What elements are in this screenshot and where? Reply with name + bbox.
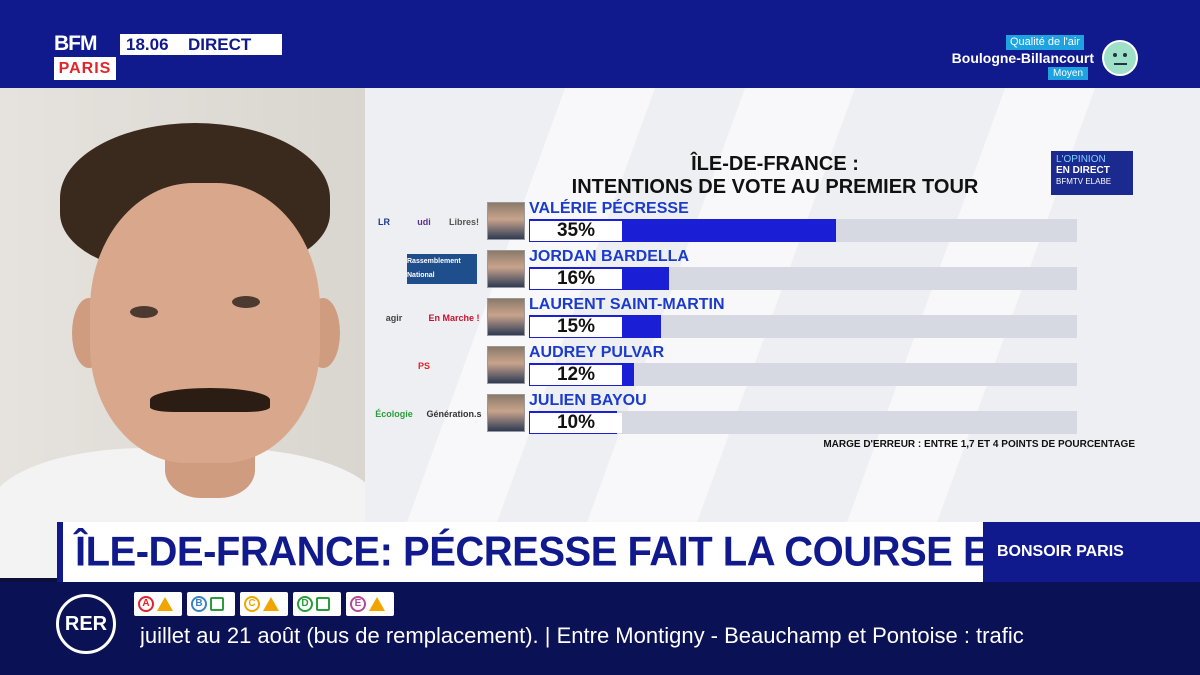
party-logo: LR [378, 217, 390, 227]
warning-icon [263, 597, 279, 611]
bar-track [529, 363, 1077, 386]
party-logos: PS [365, 346, 485, 382]
warning-icon [369, 597, 385, 611]
ticker-text: juillet au 21 août (bus de remplacement)… [140, 623, 1024, 648]
candidate-photo [487, 346, 525, 384]
rer-line-letter: D [297, 596, 313, 612]
rer-line-badge[interactable]: E [346, 592, 394, 616]
bar-row: LR udi Libres! VALÉRIE PÉCRESSE 35% [365, 200, 1200, 246]
candidate-name: AUDREY PULVAR [529, 344, 665, 361]
opinion-badge-line1: L'OPINION [1056, 154, 1106, 165]
chart-title-line2: INTENTIONS DE VOTE AU PREMIER TOUR [571, 176, 979, 198]
rer-line-badge[interactable]: C [240, 592, 288, 616]
bar-row: Écologie Génération.s JULIEN BAYOU 10% [365, 392, 1200, 438]
bar-row: Rassemblement National JORDAN BARDELLA 16% [365, 248, 1200, 294]
candidate-photo [487, 202, 525, 240]
poll-graphic: ÎLE-DE-FRANCE : INTENTIONS DE VOTE AU PR… [365, 88, 1200, 522]
rer-line-letter: C [244, 596, 260, 612]
headline-banner: ÎLE-DE-FRANCE: PÉCRESSE FAIT LA COURSE E… [57, 522, 1129, 582]
check-icon [210, 597, 224, 611]
chart-title-line1: ÎLE-DE-FRANCE : [691, 153, 859, 175]
guest-eye-right [232, 296, 260, 308]
bar-row: PS AUDREY PULVAR 12% [365, 344, 1200, 390]
channel-logo: BFM [54, 32, 98, 55]
party-logo: Génération.s [426, 409, 482, 419]
rer-line-badge[interactable]: D [293, 592, 341, 616]
margin-of-error-note: MARGE D'ERREUR : ENTRE 1,7 ET 4 POINTS D… [823, 439, 1135, 450]
party-logo: Libres! [448, 217, 479, 227]
party-logo: agir [385, 313, 403, 323]
top-bar: BFM PARIS 18.06 DIRECT Qualité de l'air … [0, 0, 1200, 88]
rer-line-badge[interactable]: A [134, 592, 182, 616]
neutral-face-icon [1102, 40, 1138, 76]
party-logos: Écologie Génération.s [365, 394, 485, 430]
headline-text: ÎLE-DE-FRANCE: PÉCRESSE FAIT LA COURSE E… [75, 528, 1129, 576]
party-logo: Rassemblement National [407, 254, 477, 284]
candidate-name: JULIEN BAYOU [529, 392, 647, 409]
channel-sub-logo: PARIS [54, 57, 116, 80]
candidate-name: VALÉRIE PÉCRESSE [529, 200, 689, 217]
live-label: DIRECT [188, 34, 252, 54]
air-quality-level: Moyen [1048, 67, 1089, 80]
candidate-name: LAURENT SAINT-MARTIN [529, 296, 725, 313]
rer-line-letter: A [138, 596, 154, 612]
air-quality-label: Qualité de l'air [1006, 35, 1084, 50]
opinion-badge-line2: EN DIRECT [1056, 165, 1110, 176]
candidate-photo [487, 394, 525, 432]
guest-eye-left [130, 306, 158, 318]
candidate-photo [487, 250, 525, 288]
opinion-badge-line3: BFMTV ELABE [1056, 177, 1112, 186]
party-logos: LR udi Libres! [365, 202, 485, 238]
party-logos: Rassemblement National [365, 250, 485, 286]
guest-face [90, 183, 320, 463]
check-icon [316, 597, 330, 611]
bar-value-label: 15% [530, 317, 622, 337]
show-name: BONSOIR PARIS [997, 543, 1124, 560]
air-quality-city: Boulogne-Billancourt [951, 50, 1094, 66]
candidate-photo [487, 298, 525, 336]
rer-line-letter: B [191, 596, 207, 612]
bar-row: agir En Marche ! LAURENT SAINT-MARTIN 15% [365, 296, 1200, 342]
bar-value-label: 10% [530, 413, 622, 433]
opinion-badge: L'OPINION EN DIRECT BFMTV ELABE [1051, 151, 1133, 195]
rer-logo: RER [56, 594, 116, 654]
bar-value-label: 12% [530, 365, 622, 385]
bar-value-label: 35% [530, 221, 622, 241]
party-logo: Écologie [375, 409, 413, 419]
show-name-box: BONSOIR PARIS [983, 522, 1200, 582]
clock-time: 18.06 [126, 34, 169, 54]
party-logo: PS [417, 361, 430, 371]
bar-track [529, 315, 1077, 338]
bar-value-label: 16% [530, 269, 622, 289]
party-logo: En Marche ! [428, 313, 480, 323]
rer-line-letter: E [350, 596, 366, 612]
guest-mustache [150, 388, 270, 412]
rer-line-badge[interactable]: B [187, 592, 235, 616]
warning-icon [157, 597, 173, 611]
candidate-name: JORDAN BARDELLA [529, 248, 689, 265]
party-logo: udi [417, 217, 431, 227]
bar-track [529, 411, 1077, 434]
guest-video [0, 88, 365, 578]
clock-box: 18.06 DIRECT [120, 34, 282, 55]
party-logos: agir En Marche ! [365, 298, 485, 334]
